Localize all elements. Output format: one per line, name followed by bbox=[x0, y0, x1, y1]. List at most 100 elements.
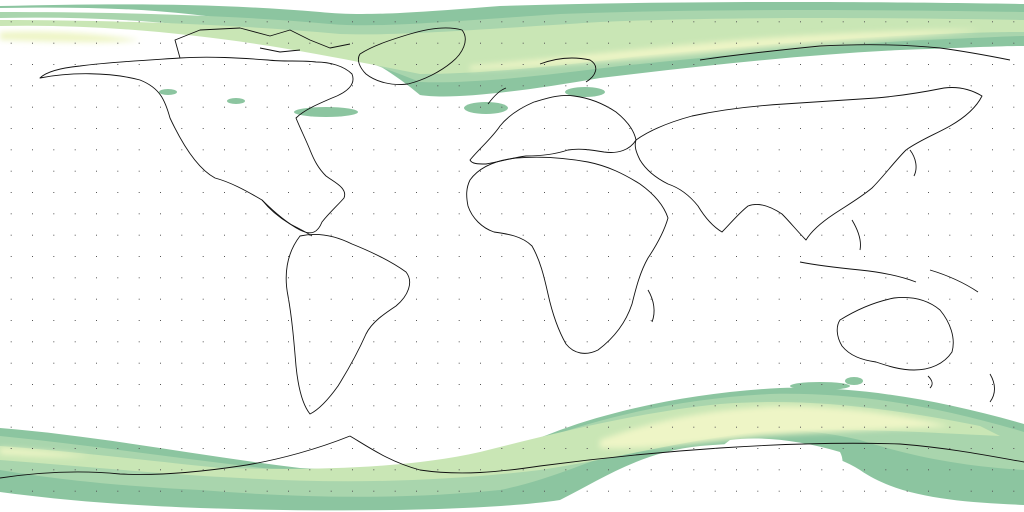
graticule-dot bbox=[309, 448, 311, 449]
graticule-dot bbox=[928, 64, 929, 65]
graticule-dot bbox=[416, 362, 417, 364]
graticule-dot bbox=[394, 42, 396, 44]
graticule-dot bbox=[416, 490, 417, 492]
graticule-dot bbox=[96, 234, 97, 236]
graticule-dot bbox=[693, 149, 695, 151]
graticule-dot bbox=[821, 213, 823, 215]
graticule-dot bbox=[437, 21, 439, 23]
graticule-dot bbox=[160, 42, 161, 44]
graticule-dot bbox=[842, 426, 844, 428]
graticule-dot bbox=[202, 64, 204, 65]
graticule-dot bbox=[117, 170, 119, 172]
graticule-dot bbox=[74, 362, 76, 364]
graticule-dot bbox=[522, 213, 524, 215]
graticule-dot bbox=[437, 64, 439, 65]
graticule-dot bbox=[949, 234, 951, 236]
graticule-dot bbox=[245, 213, 247, 215]
graticule-dot bbox=[992, 256, 993, 257]
graticule-dot bbox=[565, 362, 567, 364]
graticule-dot bbox=[544, 469, 545, 471]
graticule-dot bbox=[53, 405, 55, 407]
graticule-dot bbox=[10, 85, 12, 87]
graticule-dot bbox=[224, 490, 225, 492]
graticule-dot bbox=[778, 85, 780, 87]
graticule-dot bbox=[501, 234, 503, 236]
graticule-dot bbox=[32, 213, 33, 215]
graticule-dot bbox=[245, 170, 247, 172]
graticule-dot bbox=[74, 64, 76, 65]
graticule-dot bbox=[224, 405, 225, 407]
graticule-dot bbox=[74, 320, 76, 321]
graticule-dot bbox=[629, 170, 631, 172]
graticule-dot bbox=[800, 128, 801, 129]
graticule-dot bbox=[906, 64, 908, 65]
graticule-dot bbox=[757, 362, 759, 364]
graticule-dot bbox=[650, 384, 652, 385]
graticule-dot bbox=[10, 405, 12, 407]
graticule-dot bbox=[522, 192, 524, 193]
graticule-dot bbox=[458, 298, 460, 300]
graticule-dot bbox=[544, 448, 545, 449]
graticule-dot bbox=[10, 384, 12, 385]
graticule-dot bbox=[608, 256, 609, 257]
graticule-dot bbox=[928, 341, 929, 343]
graticule-dot bbox=[970, 384, 972, 385]
graticule-dot bbox=[245, 341, 247, 343]
graticule-dot bbox=[672, 170, 673, 172]
graticule-dot bbox=[864, 234, 865, 236]
graticule-dot bbox=[288, 384, 289, 385]
graticule-dot bbox=[650, 448, 652, 449]
graticule-dot bbox=[266, 42, 268, 44]
graticule-dot bbox=[522, 469, 524, 471]
graticule-dot bbox=[117, 320, 119, 321]
graticule-dot bbox=[1013, 256, 1015, 257]
graticule-dot bbox=[608, 106, 609, 108]
graticule-dot bbox=[224, 320, 225, 321]
graticule-dot bbox=[288, 170, 289, 172]
graticule-dot bbox=[693, 469, 695, 471]
graticule-dot bbox=[586, 234, 588, 236]
graticule-dot bbox=[821, 426, 823, 428]
graticule-dot bbox=[224, 149, 225, 151]
graticule-dot bbox=[458, 170, 460, 172]
graticule-dot bbox=[501, 469, 503, 471]
graticule-dot bbox=[416, 426, 417, 428]
graticule-dot bbox=[928, 490, 929, 492]
graticule-dot bbox=[821, 192, 823, 193]
graticule-dot bbox=[416, 256, 417, 257]
graticule-dot bbox=[181, 341, 183, 343]
graticule-dot bbox=[160, 277, 161, 279]
graticule-dot bbox=[864, 362, 865, 364]
graticule-dot bbox=[53, 320, 55, 321]
graticule-dot bbox=[1013, 469, 1015, 471]
graticule-dot bbox=[522, 277, 524, 279]
graticule-dot bbox=[672, 469, 673, 471]
graticule-dot bbox=[970, 170, 972, 172]
graticule-dot bbox=[629, 362, 631, 364]
graticule-dot bbox=[74, 490, 76, 492]
graticule-dot bbox=[629, 21, 631, 23]
graticule-dot bbox=[373, 149, 375, 151]
graticule-dot bbox=[160, 469, 161, 471]
graticule-dot bbox=[394, 213, 396, 215]
graticule-dot bbox=[586, 298, 588, 300]
graticule-dot bbox=[650, 320, 652, 321]
graticule-dot bbox=[842, 213, 844, 215]
graticule-dot bbox=[992, 277, 993, 279]
graticule-dot bbox=[416, 213, 417, 215]
graticule-dot bbox=[736, 469, 737, 471]
graticule-dot bbox=[181, 213, 183, 215]
graticule-dot bbox=[1013, 170, 1015, 172]
graticule-dot bbox=[565, 256, 567, 257]
graticule-dot bbox=[160, 21, 161, 23]
graticule-dot bbox=[608, 192, 609, 193]
graticule-dot bbox=[629, 469, 631, 471]
graticule-dot bbox=[117, 42, 119, 44]
graticule-dot bbox=[522, 405, 524, 407]
graticule-dot bbox=[352, 106, 353, 108]
graticule-dot bbox=[309, 213, 311, 215]
graticule-dot bbox=[245, 448, 247, 449]
graticule-dot bbox=[202, 192, 204, 193]
graticule-dot bbox=[586, 362, 588, 364]
graticule-dot bbox=[992, 106, 993, 108]
